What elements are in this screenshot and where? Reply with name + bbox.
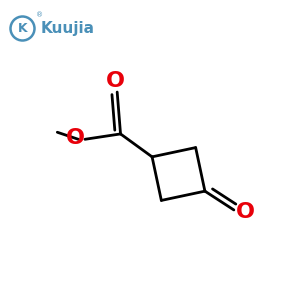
Text: Kuujia: Kuujia (40, 21, 94, 36)
Text: O: O (66, 128, 85, 148)
Text: O: O (236, 202, 255, 222)
Text: O: O (106, 71, 125, 91)
Text: ®: ® (36, 12, 43, 18)
Text: K: K (18, 22, 27, 35)
